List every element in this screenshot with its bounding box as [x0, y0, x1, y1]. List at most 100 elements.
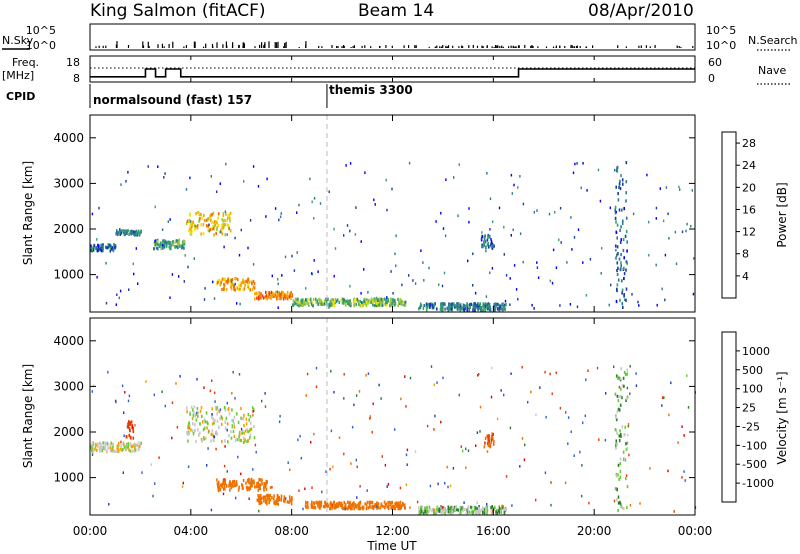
heatmap-cell	[94, 447, 96, 451]
heatmap-cell	[512, 228, 514, 232]
heatmap-cell	[387, 483, 390, 486]
heatmap-cell	[384, 503, 387, 507]
heatmap-cell	[242, 478, 245, 483]
heatmap-cell	[504, 507, 507, 511]
heatmap-cell	[223, 222, 225, 227]
heatmap-cell	[418, 307, 420, 311]
heatmap-cell	[198, 211, 200, 215]
heatmap-cell	[184, 254, 186, 257]
heatmap-cell	[441, 305, 443, 309]
heatmap-cell	[225, 416, 228, 420]
heatmap-cell	[364, 297, 366, 301]
nsky-bar	[391, 45, 393, 48]
heatmap-cell	[232, 370, 234, 374]
heatmap-cell	[191, 221, 193, 225]
heatmap-cell	[260, 496, 262, 500]
heatmap-cell	[274, 207, 277, 210]
heatmap-cell	[248, 477, 250, 481]
heatmap-cell	[217, 484, 219, 488]
heatmap-cell	[193, 257, 195, 260]
heatmap-cell	[322, 504, 325, 508]
heatmap-cell	[194, 414, 197, 418]
heatmap-cell	[369, 504, 371, 508]
nsky-bar	[127, 45, 130, 48]
heatmap-cell	[619, 475, 622, 479]
heatmap-cell	[98, 244, 100, 248]
heatmap-cell	[393, 505, 395, 509]
heatmap-cell	[397, 297, 399, 301]
heatmap-cell	[332, 465, 334, 469]
heatmap-cell	[258, 291, 261, 295]
heatmap-cell	[268, 497, 270, 501]
heatmap-cell	[491, 366, 493, 370]
heatmap-cell	[625, 199, 627, 203]
heatmap-cell	[353, 303, 355, 307]
heatmap-cell	[391, 500, 393, 504]
heatmap-cell	[309, 177, 311, 181]
heatmap-cell	[685, 229, 687, 233]
heatmap-cell	[203, 213, 205, 218]
heatmap-cell	[213, 297, 216, 300]
heatmap-cell	[686, 222, 688, 226]
heatmap-cell	[422, 509, 425, 513]
heatmap-cell	[259, 478, 261, 482]
heatmap-cell	[496, 417, 499, 421]
heatmap-cell	[687, 406, 690, 409]
heatmap-cell	[328, 190, 330, 194]
heatmap-cell	[218, 409, 221, 414]
heatmap-cell	[117, 232, 119, 237]
heatmap-cell	[221, 277, 224, 281]
nsky-bar	[530, 45, 532, 48]
heatmap-cell	[215, 447, 217, 451]
heatmap-cell	[226, 470, 228, 473]
heatmap-cell	[447, 485, 449, 489]
nsky-bar	[676, 45, 678, 48]
heatmap-cell	[263, 483, 265, 487]
heatmap-cell	[399, 504, 401, 508]
cpid-mode-themis: themis 3300	[329, 83, 413, 97]
heatmap-cell	[223, 225, 225, 229]
heatmap-cell	[328, 303, 331, 307]
heatmap-cell	[625, 260, 628, 264]
heatmap-cell	[125, 229, 128, 233]
heatmap-cell	[127, 445, 129, 449]
heatmap-cell	[217, 489, 220, 493]
heatmap-cell	[585, 378, 587, 381]
heatmap-cell	[619, 187, 622, 191]
heatmap-cell	[567, 442, 569, 445]
nsky-bar	[261, 42, 263, 48]
heatmap-cell	[426, 507, 428, 511]
velocity-colorbar-tick-label: -100	[742, 439, 767, 452]
heatmap-cell	[386, 208, 388, 212]
heatmap-cell	[117, 449, 120, 453]
heatmap-cell	[214, 419, 216, 423]
nsky-bar	[370, 46, 372, 48]
heatmap-cell	[241, 431, 243, 435]
heatmap-cell	[501, 303, 503, 307]
heatmap-cell	[511, 192, 513, 195]
heatmap-cell	[360, 292, 362, 295]
heatmap-cell	[253, 479, 255, 483]
heatmap-cell	[130, 420, 133, 424]
heatmap-cell	[258, 496, 260, 501]
heatmap-cell	[622, 237, 625, 242]
heatmap-cell	[90, 248, 92, 252]
heatmap-cell	[134, 444, 137, 448]
heatmap-cell	[625, 298, 627, 302]
heatmap-cell	[111, 247, 113, 251]
heatmap-cell	[638, 304, 640, 307]
heatmap-cell	[450, 307, 453, 311]
heatmap-cell	[447, 510, 450, 514]
heatmap-cell	[397, 507, 399, 511]
heatmap-cell	[425, 308, 428, 312]
heatmap-cell	[252, 406, 254, 410]
heatmap-cell	[493, 305, 495, 309]
heatmap-cell	[616, 283, 619, 287]
heatmap-cell	[618, 439, 621, 443]
heatmap-cell	[127, 422, 129, 426]
heatmap-cell	[333, 299, 335, 303]
heatmap-cell	[445, 178, 447, 181]
heatmap-cell	[389, 503, 392, 507]
heatmap-cell	[475, 510, 478, 515]
heatmap-cell	[365, 374, 367, 377]
